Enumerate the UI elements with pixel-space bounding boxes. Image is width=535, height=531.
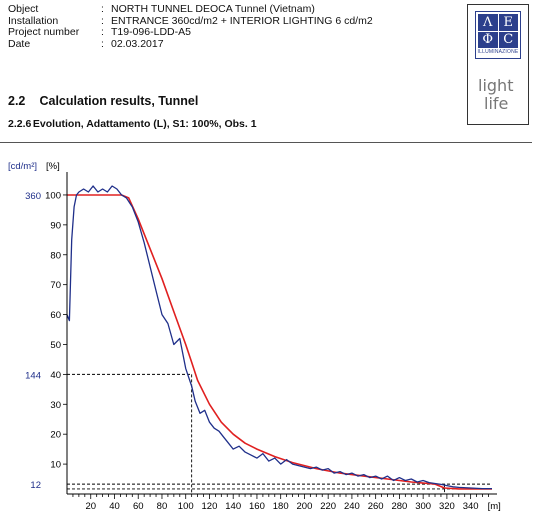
x-tick-label: 60 <box>133 501 144 512</box>
y-tick-label: 50 <box>50 340 61 351</box>
meta-value: ENTRANCE 360cd/m2 + INTERIOR LIGHTING 6 … <box>111 14 373 27</box>
y-tick-label: 10 <box>50 460 61 471</box>
meta-key: Installation <box>8 14 59 27</box>
reference-lines <box>67 373 492 494</box>
meta-separator: : <box>101 3 104 15</box>
y-axis-percent-label: [%] <box>46 161 60 172</box>
meta-value: NORTH TUNNEL DEOCA Tunnel (Vietnam) <box>111 3 315 15</box>
project-metadata: Object : NORTH TUNNEL DEOCA Tunnel (Viet… <box>8 3 373 51</box>
meta-separator: : <box>101 26 104 38</box>
x-tick-label: 220 <box>320 501 336 512</box>
required-luminance-curve <box>67 194 492 490</box>
logo-grid: Λ Ε Φ C <box>478 14 518 48</box>
subsection-number: 2.2.6 <box>8 118 32 130</box>
meta-key: Project number <box>8 26 80 38</box>
meta-row-object: Object : NORTH TUNNEL DEOCA Tunnel (Viet… <box>8 3 373 16</box>
x-tick-label: 160 <box>249 501 265 512</box>
chart-axes <box>63 172 497 499</box>
logo-word-light: light <box>478 76 514 95</box>
luminance-evolution-chart: 10 20 30 40 50 60 70 80 90 100 20 40 60 80 100 120 140 16… <box>8 161 501 512</box>
logo-letter: Λ <box>478 14 498 31</box>
y-tick-label: 90 <box>50 220 61 231</box>
x-tick-label: 320 <box>439 501 455 512</box>
x-tick-label: 300 <box>415 501 431 512</box>
axis-labels: 10 20 30 40 50 60 70 80 90 100 20 40 60 80 100 120 140 16… <box>8 161 501 512</box>
section-title: Calculation results, Tunnel <box>39 94 199 108</box>
luminance-value-label: 12 <box>30 480 41 491</box>
y-axis-unit-label: [cd/m²] <box>8 161 37 172</box>
x-tick-label: 200 <box>297 501 313 512</box>
logo-letter: C <box>498 31 518 48</box>
x-tick-label: 100 <box>178 501 194 512</box>
x-tick-label: 20 <box>85 501 96 512</box>
company-logo: Λ Ε Φ C ILLUMINAZIONE light life <box>467 4 529 125</box>
logo-word-life: life <box>484 94 509 113</box>
x-tick-label: 40 <box>109 501 120 512</box>
meta-value: T19-096-LDD-A5 <box>111 26 191 38</box>
luminance-value-label: 144 <box>25 370 41 381</box>
y-tick-label: 100 <box>45 190 61 201</box>
subsection-heading: 2.2.6 Evolution, Adattamento (L), S1: 10… <box>8 118 257 130</box>
logo-letter: Φ <box>478 31 498 48</box>
logo-caption: ILLUMINAZIONE <box>477 49 519 55</box>
computed-luminance-curve <box>66 185 492 490</box>
section-number: 2.2 <box>8 94 26 108</box>
heading-divider <box>0 142 532 143</box>
aefc-logo-mark: Λ Ε Φ C ILLUMINAZIONE <box>475 11 521 59</box>
meta-row-project-number: Project number : T19-096-LDD-A5 <box>8 26 373 39</box>
y-tick-label: 30 <box>50 400 61 411</box>
x-tick-label: 180 <box>273 501 289 512</box>
logo-letter: Ε <box>498 14 518 31</box>
y-tick-label: 70 <box>50 280 61 291</box>
y-tick-label: 80 <box>50 250 61 261</box>
subsection-title: Evolution, Adattamento (L), S1: 100%, Ob… <box>32 118 257 130</box>
data-series <box>66 185 492 490</box>
meta-separator: : <box>101 37 104 50</box>
meta-row-installation: Installation : ENTRANCE 360cd/m2 + INTER… <box>8 14 373 28</box>
meta-value: 02.03.2017 <box>111 37 164 50</box>
x-tick-label: 120 <box>202 501 218 512</box>
meta-key: Date <box>8 37 31 50</box>
meta-row-date: Date : 02.03.2017 <box>8 37 373 51</box>
x-tick-label: 140 <box>225 501 241 512</box>
section-heading: 2.2 Calculation results, Tunnel <box>8 94 198 108</box>
x-tick-label: 340 <box>463 501 479 512</box>
x-tick-label: 280 <box>391 501 407 512</box>
meta-separator: : <box>101 14 104 27</box>
y-tick-label: 60 <box>50 310 61 321</box>
luminance-value-label: 360 <box>25 191 41 202</box>
y-tick-label: 40 <box>50 370 61 381</box>
x-tick-label: 240 <box>344 501 360 512</box>
y-tick-label: 20 <box>50 430 61 441</box>
x-axis-unit-label: [m] <box>488 501 501 512</box>
light-life-logo: light life <box>474 69 524 119</box>
x-tick-label: 80 <box>157 501 168 512</box>
x-tick-label: 260 <box>368 501 384 512</box>
meta-key: Object <box>8 3 39 15</box>
